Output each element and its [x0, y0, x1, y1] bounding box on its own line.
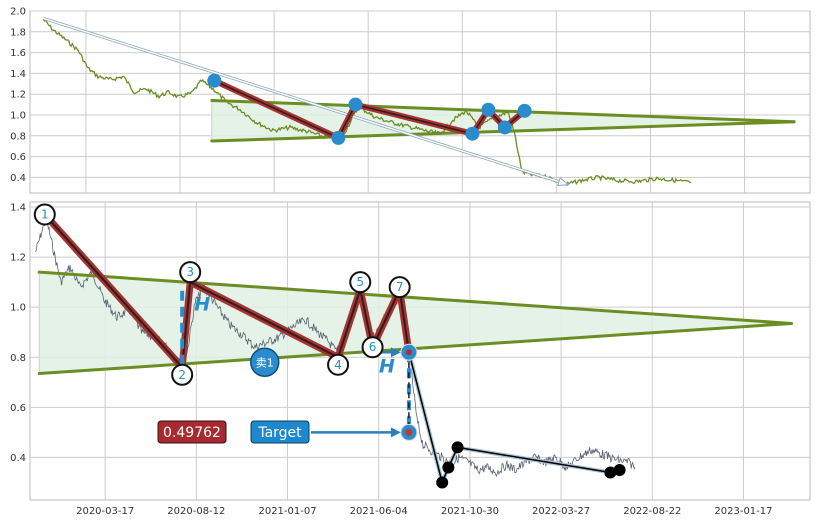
- sell-marker: [249, 347, 280, 378]
- top-y-tick-label: 0.4: [10, 173, 26, 184]
- bottom-y-tick-label: 1.0: [10, 303, 26, 314]
- target-value-box: 0.49762: [157, 420, 227, 444]
- pivot-label: 2: [178, 368, 186, 382]
- bottom-x-tick-label: 2020-03-17: [76, 506, 134, 517]
- bottom-y-tick-label: 1.4: [10, 203, 26, 214]
- pivot-label-circle: [327, 353, 350, 376]
- height-label: H: [194, 294, 210, 316]
- after-point: [451, 441, 464, 454]
- bottom-pattern-inner: [44, 213, 410, 369]
- bottom-x-tick-label: 2022-08-22: [623, 506, 681, 517]
- after-point: [613, 463, 626, 476]
- bottom-x-tick-label: 2023-01-17: [714, 506, 772, 517]
- top-y-tick-label: 1.4: [10, 69, 26, 80]
- top-pivot-dot: [207, 73, 222, 88]
- pivot-label-circle: [388, 276, 411, 299]
- top-pivot-dot: [331, 130, 346, 145]
- top-diagonal-arrow-head: [556, 176, 570, 187]
- after-point: [436, 476, 449, 489]
- bottom-x-tick-label: 2022-03-27: [532, 506, 590, 517]
- bottom-y-tick-label: 0.8: [10, 353, 26, 364]
- top-y-tick-label: 2.0: [10, 7, 26, 18]
- target-box: Target: [250, 420, 310, 444]
- bottom-x-tick-label: 2021-06-04: [350, 506, 408, 517]
- after-point: [442, 461, 455, 474]
- top-pivot-dot: [481, 102, 496, 117]
- top-pivot-dot: [465, 126, 480, 141]
- bottom-y-tick-label: 1.2: [10, 253, 26, 264]
- pivot-label: 3: [186, 265, 194, 279]
- pivot-label: 6: [369, 340, 377, 354]
- top-y-tick-label: 1.6: [10, 48, 26, 59]
- bottom-upper-trendline: [37, 270, 794, 325]
- top-y-tick-label: 1.8: [10, 27, 26, 38]
- height-label: H: [379, 355, 395, 377]
- top-y-tick-label: 0.8: [10, 131, 26, 142]
- bottom-y-tick-label: 0.6: [10, 403, 26, 414]
- bottom-y-tick-label: 0.4: [10, 453, 26, 464]
- pivot-label-circle: [171, 363, 194, 386]
- target-point-core: [405, 428, 413, 436]
- target-box-bg: [250, 420, 310, 444]
- top-y-tick-label: 1.2: [10, 90, 26, 101]
- target-value-box-bg: [157, 420, 227, 444]
- top-diagonal-arrow: [43, 17, 569, 186]
- marker-layer: H H 1 2 3 4 5 6 7 卖1: [33, 73, 626, 489]
- target-value-label: 0.49762: [163, 425, 221, 441]
- pivot-label-circle: [349, 271, 372, 294]
- grid-layer: [30, 10, 810, 500]
- pivot-label: 1: [41, 208, 49, 222]
- pivot-label: 5: [356, 275, 364, 289]
- target-label: Target: [257, 425, 302, 441]
- pivot-label-circle: [361, 336, 384, 359]
- breakout-point-core: [405, 349, 412, 356]
- top-price-line: [42, 18, 692, 186]
- bottom-x-tick-label: 2021-01-07: [258, 506, 316, 517]
- sell-marker-label: 卖1: [256, 356, 274, 369]
- pivot-label: 4: [334, 358, 342, 372]
- pivot-label: 7: [396, 280, 404, 294]
- tick-layer: 0.4 0.6 0.8 1.0 1.2 1.4 1.6 1.8 2.0 0.4 0.6 0.8 1.0 1…: [10, 7, 772, 518]
- top-pivot-dot: [517, 103, 532, 118]
- target-arrow-head: [390, 427, 401, 438]
- top-y-tick-label: 0.6: [10, 152, 26, 163]
- pivot-label-circle: [179, 261, 202, 284]
- after-point: [604, 466, 617, 479]
- breakout-arrow-head: [390, 347, 401, 358]
- top-pivot-dot: [497, 120, 512, 135]
- top-pivot-dot: [348, 97, 363, 112]
- top-panel-frame: [29, 10, 811, 194]
- pivot-label-circle: [33, 203, 56, 226]
- top-y-tick-label: 1.0: [10, 111, 26, 122]
- bottom-x-tick-label: 2021-10-30: [441, 506, 499, 517]
- bottom-x-tick-label: 2020-08-12: [167, 506, 225, 517]
